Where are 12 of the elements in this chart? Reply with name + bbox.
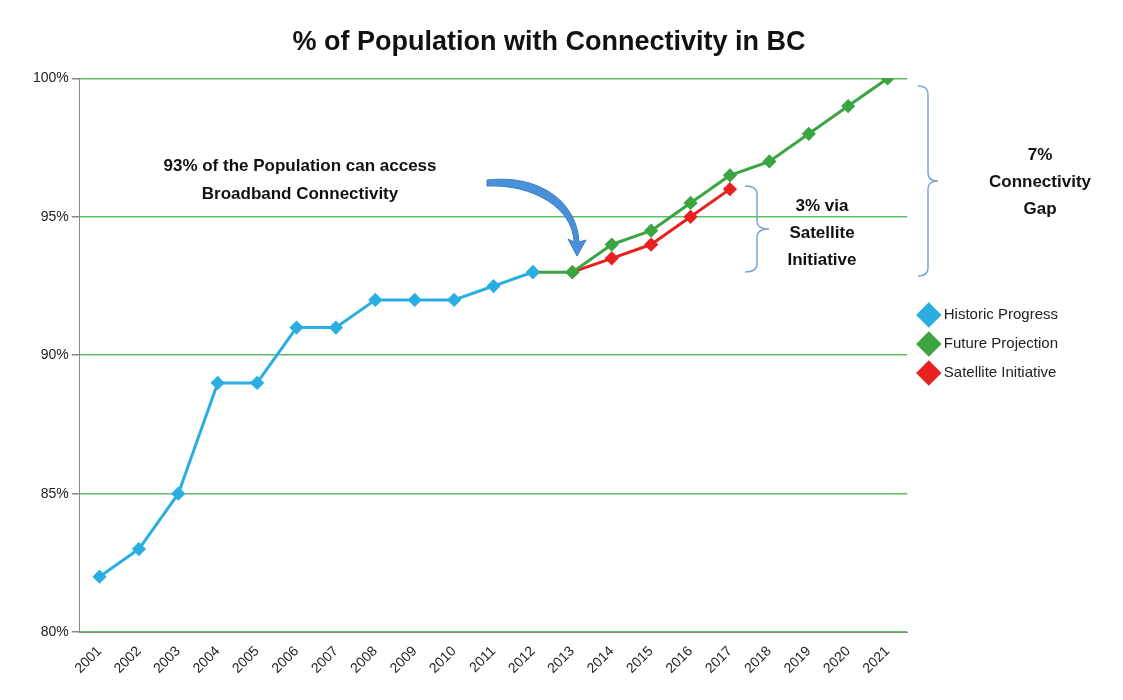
annotation: 93% of the Population can access Broadband Connectivity	[163, 155, 437, 203]
y-tick-label: 80%	[40, 622, 69, 639]
annotation: 3% via Satellite Initiative	[787, 195, 857, 269]
text: 7% Connectivity Gap	[988, 144, 1092, 218]
y-tick-label: 100%	[32, 69, 69, 86]
legend-label: Historic Progress	[943, 305, 1058, 323]
legend-label: Future Projection	[943, 334, 1059, 352]
y-tick-label: 85%	[40, 484, 69, 501]
legend-label: Satellite Initiative	[943, 363, 1057, 381]
y-tick-label: 90%	[40, 346, 69, 363]
y-tick-label: 95%	[40, 207, 69, 224]
chart-title: % of Population with Connectivity in BC	[292, 25, 806, 56]
